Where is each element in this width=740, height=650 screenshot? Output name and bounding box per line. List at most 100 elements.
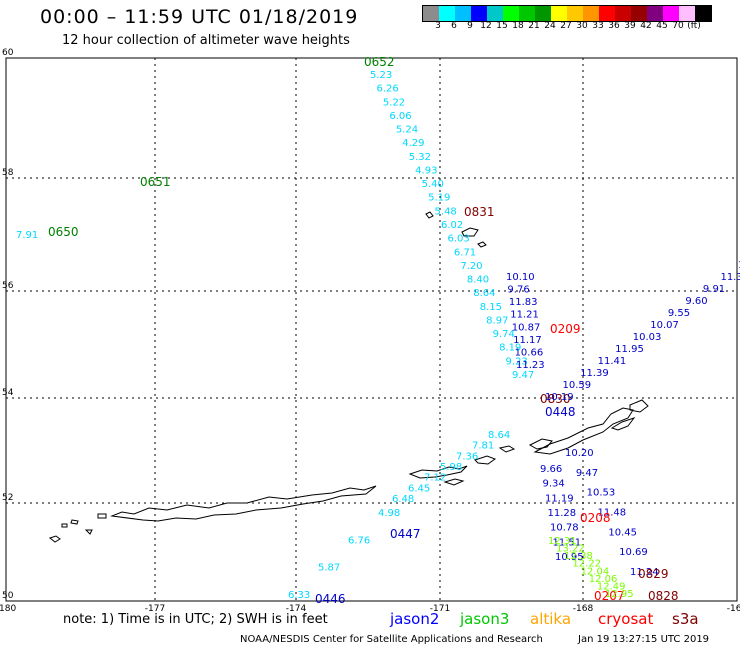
swh-value: 10.95 [555, 552, 584, 563]
scale-label: 21 [528, 21, 540, 31]
scale-label: (ft) [687, 21, 701, 31]
scale-label: 27 [560, 21, 572, 31]
legend-altika: altika [530, 610, 572, 628]
swh-value: 10.66 [515, 347, 544, 358]
scale-label: 6 [451, 21, 457, 31]
swh-value: 6.71 [454, 247, 476, 258]
scale-swatch [599, 6, 615, 21]
swh-value: 5.48 [435, 206, 457, 217]
swh-value: 9.76 [507, 285, 529, 296]
scale-swatch [455, 6, 471, 21]
scale-label: 45 [656, 21, 668, 31]
swh-value: 9.47 [512, 370, 534, 381]
legend-jason3: jason3 [460, 610, 510, 628]
aleutian-central [408, 438, 553, 486]
swh-value: 12.38 [564, 551, 593, 562]
swh-value: 5.19 [428, 193, 450, 204]
swh-value: 10.45 [608, 527, 637, 538]
swh-value: 11.83 [509, 297, 538, 308]
swh-value: 8.97 [486, 315, 508, 326]
swh-value: 6.45 [408, 483, 430, 494]
scale-label: 30 [576, 21, 588, 31]
swh-value: 10.69 [619, 547, 648, 558]
swh-value: 7.20 [460, 261, 482, 272]
swh-value: 5.24 [396, 125, 418, 136]
pass-time-label: 0208 [580, 511, 611, 525]
swh-value: 8.40 [467, 275, 489, 286]
legend-cryosat: cryosat [598, 610, 654, 628]
swh-value: 7.81 [472, 441, 494, 452]
pass-time-label: 0830 [540, 392, 571, 406]
swh-value: 11.21 [510, 310, 539, 321]
alaska-peninsula [533, 399, 649, 455]
swh-value: 10.20 [565, 448, 594, 459]
swh-value: 7.36 [456, 451, 478, 462]
lat-label: 58 [2, 168, 14, 178]
lon-label: -171 [430, 604, 450, 614]
map-frame [5, 57, 738, 602]
swh-value: 11.48 [598, 508, 627, 519]
swh-value: 5.87 [318, 563, 340, 574]
swh-value: 11.36 [720, 272, 740, 283]
swh-value: 12.95 [605, 589, 634, 600]
scale-label: 36 [608, 21, 620, 31]
swh-value: 7.12 [424, 473, 446, 484]
swh-value: 4.29 [402, 138, 424, 149]
swh-value: 6.33 [288, 590, 310, 601]
swh-value: 11.19 [545, 493, 574, 504]
swh-value: 10.19 [545, 392, 574, 403]
pass-time-label: 0447 [390, 527, 421, 541]
swh-value: 10.03 [633, 332, 662, 343]
swh-value: 12.04 [581, 566, 610, 577]
lon-label: -165 [727, 604, 740, 614]
lon-label: -177 [145, 604, 165, 614]
page-title: 00:00 – 11:59 UTC 01/18/2019 [40, 6, 359, 28]
swh-value: 9.47 [576, 468, 598, 479]
aleutian-islets-west [48, 513, 107, 543]
legend-jason2: jason2 [390, 610, 440, 628]
swh-value: 12.04 [738, 260, 740, 271]
swh-value: 9.23 [506, 356, 528, 367]
swh-value: 12.49 [597, 581, 626, 592]
swh-value: 12.22 [572, 559, 601, 570]
pass-time-label: 0446 [315, 592, 346, 606]
scale-label: 3 [435, 21, 441, 31]
st-matthew [425, 211, 434, 219]
swh-value: 11.23 [516, 360, 545, 371]
scale-swatch [439, 6, 455, 21]
lon-label: -174 [286, 604, 307, 614]
swh-value: 9.66 [540, 464, 562, 475]
swh-value: 9.91 [703, 284, 725, 295]
scale-swatch [423, 6, 439, 21]
swh-value: 11.17 [513, 335, 542, 346]
swh-value: 12.06 [589, 574, 618, 585]
pass-time-label: 0209 [550, 322, 581, 336]
swh-value: 7.91 [16, 230, 38, 241]
swh-value: 8.64 [488, 430, 510, 441]
pass-time-label: 0828 [648, 589, 679, 603]
page-subtitle: 12 hour collection of altimeter wave hei… [62, 33, 350, 48]
lat-label: 60 [2, 48, 14, 58]
coastline [48, 211, 649, 543]
color-scale-bar [422, 5, 712, 22]
scale-swatch [631, 6, 647, 21]
swh-value: 11.28 [548, 508, 577, 519]
pass-time-label: 0651 [140, 175, 171, 189]
swh-value: 9.74 [493, 329, 515, 340]
scale-swatch [663, 6, 679, 21]
lat-label: 54 [2, 388, 14, 398]
lat-label: 56 [2, 281, 14, 291]
swh-value: 11.95 [615, 344, 644, 355]
aleutian-west [110, 485, 377, 522]
scale-label: 42 [640, 21, 652, 31]
pass-time-label: 0831 [464, 205, 495, 219]
swh-value: 9.34 [543, 479, 565, 490]
swh-value: 10.10 [506, 272, 535, 283]
swh-value: 10.59 [563, 380, 592, 391]
lat-label: 52 [2, 493, 13, 503]
lat-label: 50 [2, 591, 14, 601]
pass-time-label: 0207 [594, 589, 625, 603]
scale-swatch [647, 6, 663, 21]
swh-value: 9.55 [668, 308, 690, 319]
